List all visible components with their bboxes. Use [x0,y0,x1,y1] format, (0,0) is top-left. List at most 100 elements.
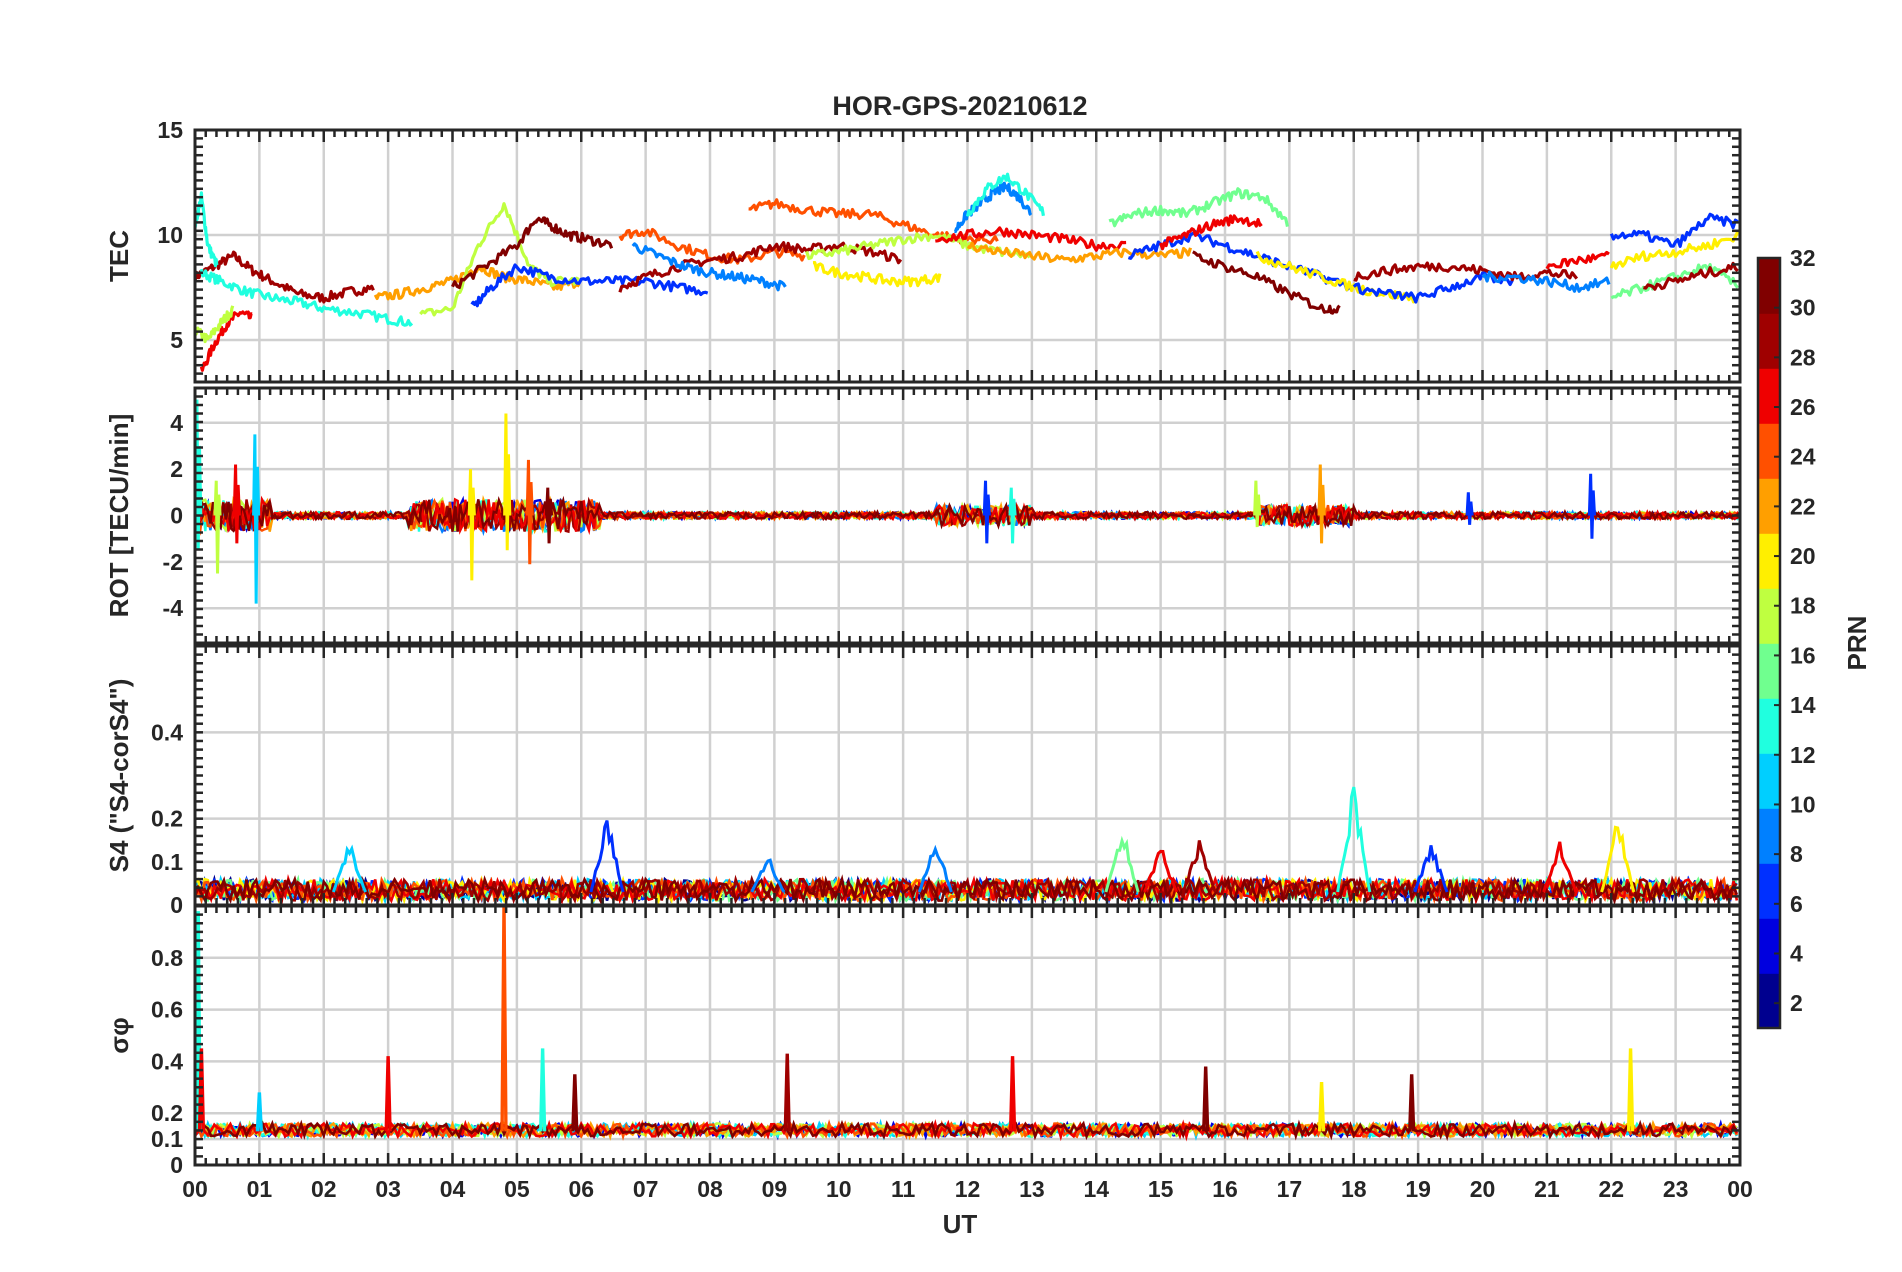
y-tick-label: 0.4 [151,719,183,745]
series-line-prn-28 [935,226,1127,252]
sigma-spike-prn-21 [1317,1082,1326,1132]
rot-spike-prn-31 [544,487,554,544]
y-axis-label: TEC [104,230,134,282]
series-line-prn-13 [965,172,1045,217]
y-axis-label: ROT [TECU/min] [104,414,134,618]
y-tick-label: 0.8 [151,945,183,971]
colorbar-swatch [1758,918,1780,974]
series-line-prn-15 [1108,187,1290,228]
y-tick-label: 0.2 [151,1100,183,1126]
s4-burst-prn-5 [1413,845,1449,893]
x-tick-label: 14 [1083,1176,1109,1202]
sigma-spike-prn-10 [255,1092,264,1132]
series-line-prn-17 [805,232,1031,261]
x-tick-label: 21 [1534,1176,1560,1202]
colorbar-label: PRN [1842,616,1872,671]
sigma-spike-prn-29 [783,1053,791,1132]
colorbar-tick-label: 6 [1790,891,1803,917]
series-line-prn-21 [1255,250,1417,304]
colorbar-swatch [1758,533,1780,589]
series-line-prn-22 [966,241,1193,264]
colorbar-tick-label: 4 [1790,940,1803,966]
colorbar-swatch [1758,863,1780,919]
rot-spike-prn-6 [1465,492,1474,525]
y-tick-label: 0.4 [151,1048,183,1074]
y-tick-label: 0 [170,1152,183,1178]
y-tick-label: 10 [157,222,183,248]
series-group [195,906,1739,1142]
y-tick-label: 0.2 [151,806,183,832]
colorbar-tick-label: 18 [1790,593,1816,619]
x-tick-label: 13 [1019,1176,1045,1202]
x-tick-label: 10 [826,1176,852,1202]
x-tick-label: 12 [955,1176,981,1202]
y-tick-label: 2 [170,456,183,482]
s4-burst-prn-6 [589,820,625,893]
series-line-prn-7 [1481,270,1611,293]
series-line-prn-31 [1192,250,1341,315]
colorbar-swatch [1758,368,1780,424]
colorbar-tick-label: 24 [1790,444,1816,470]
s4-burst-prn-28 [1542,841,1578,893]
series-line-prn-29 [195,250,375,304]
y-tick-label: 0 [170,892,183,918]
colorbar-tick-label: 32 [1790,245,1816,271]
series-line-prn-18 [419,202,580,317]
sigma-spike-prn-28 [1008,1056,1017,1132]
y-tick-label: 5 [170,327,183,353]
colorbar-tick-label: 8 [1790,841,1803,867]
y-axis-label: σφ [104,1017,134,1053]
x-tick-label: 07 [633,1176,659,1202]
series-line-prn-6 [1609,212,1739,248]
colorbar-tick-label: 12 [1790,742,1816,768]
s4-burst-prn-10 [331,844,367,893]
x-tick-label: 11 [891,1176,916,1202]
colorbar-tick-label: 16 [1790,642,1816,668]
rot-spike-prn-20 [503,413,512,551]
x-tick-label: 08 [697,1176,723,1202]
y-tick-label: 0.6 [151,997,183,1023]
series-line-prn-29 [1643,261,1739,291]
colorbar-tick-label: 30 [1790,295,1816,321]
x-tick-label: 23 [1663,1176,1689,1202]
x-tick-label: 04 [440,1176,466,1202]
series-line-prn-27 [1159,214,1263,251]
x-axis-label: UT [943,1209,978,1239]
colorbar-swatch [1758,808,1780,864]
series-line-prn-30 [1353,261,1579,282]
x-tick-label: 15 [1148,1176,1174,1202]
series-line-prn-31 [451,216,614,290]
rot-spike-prn-22 [1317,464,1326,544]
s4-burst-prn-28 [1143,849,1179,893]
series-line-prn-28 [1545,250,1610,270]
y-tick-label: 0 [170,503,183,529]
rot-noise-prn-31 [195,495,1740,533]
colorbar-tick-label: 28 [1790,344,1816,370]
sigma-spike-prn-13 [538,1048,547,1132]
rot-spike-prn-28 [232,464,241,544]
x-tick-label: 00 [1727,1176,1753,1202]
colorbar-frame [1756,256,1782,1030]
x-tick-label: 17 [1277,1176,1303,1202]
series-line-prn-16 [1610,263,1739,300]
colorbar-swatch [1758,423,1780,479]
sigma-spike-prn-20 [1626,1048,1635,1132]
series-group [195,172,1740,372]
colorbar-swatch [1758,478,1780,534]
series-line-prn-14 [199,268,414,327]
s4-burst-prn-12 [1336,786,1372,893]
colorbar-swatch [1758,973,1780,1029]
colorbar-swatch [1758,588,1780,644]
panel-3: 0 0.1 0.2 0.4 S4 ("S4-corS4") [104,644,1742,918]
colorbar-swatch [1758,753,1780,809]
panel-4: 00.10.2 0.4 0.6 0.8 σφ [104,904,1742,1178]
x-tick-label: 19 [1405,1176,1431,1202]
panel-2: -4 -2 0 2 4 ROT [TECU/min] [104,386,1742,645]
colorbar-tick-label: 10 [1790,791,1816,817]
rot-spike-prn-17 [213,480,222,574]
rot-spike-prn-5 [1587,473,1597,539]
chart-title: HOR-GPS-20210612 [832,91,1087,121]
series-line-prn-6 [1127,230,1353,292]
